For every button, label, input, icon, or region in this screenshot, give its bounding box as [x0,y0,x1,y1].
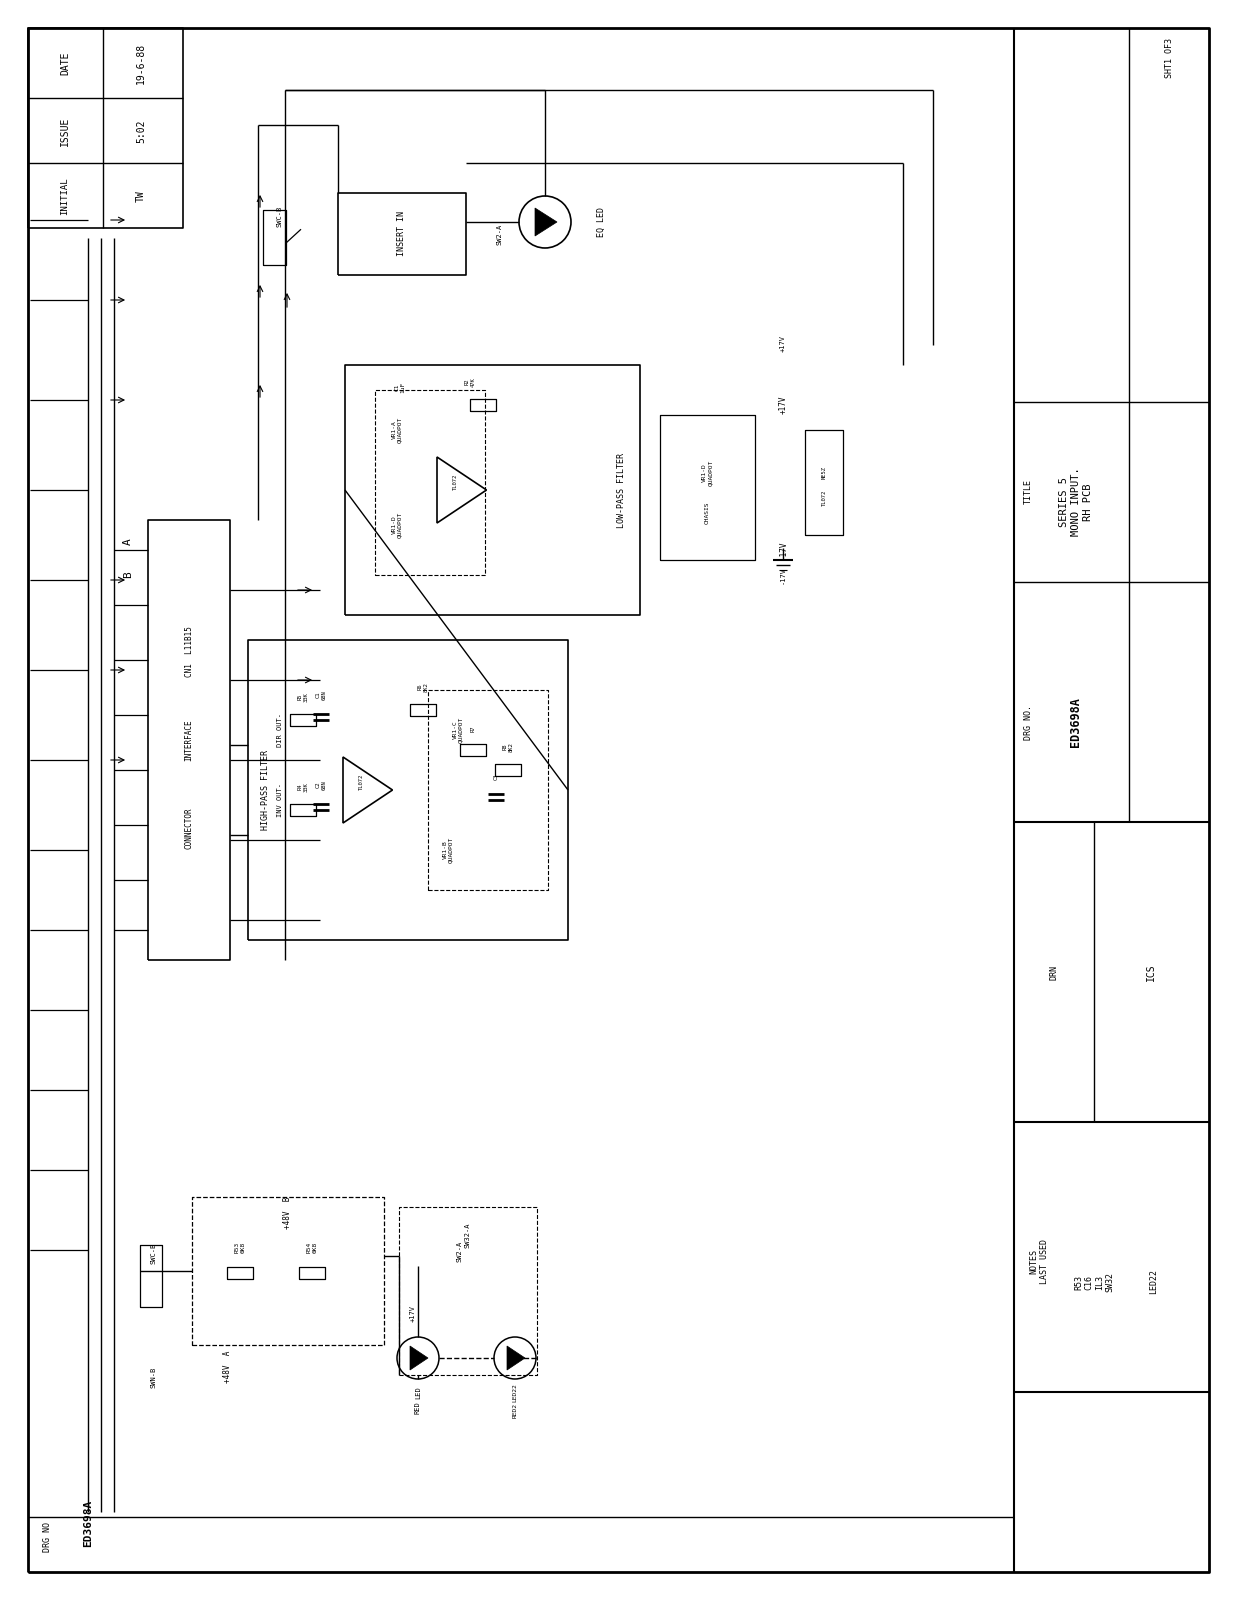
Text: CONNECTOR: CONNECTOR [184,806,193,850]
Text: DIR OUT-: DIR OUT- [277,714,283,747]
Text: INSERT IN: INSERT IN [397,211,407,256]
Text: SW2-A: SW2-A [456,1240,461,1262]
Text: RED2: RED2 [512,1403,517,1418]
Text: VR1-C
QUADPOT: VR1-C QUADPOT [453,717,464,742]
Text: -17V: -17V [781,566,785,584]
Text: DRG NO: DRG NO [43,1522,52,1552]
Text: LED22: LED22 [1149,1269,1159,1294]
Text: DRN: DRN [1049,965,1059,979]
Text: VR1-A
QUADPOT: VR1-A QUADPOT [392,418,402,443]
Text: ISSUE: ISSUE [61,117,71,146]
Text: SWC-B: SWC-B [151,1242,157,1264]
Text: SW2-A: SW2-A [497,224,503,245]
Text: RED: RED [414,1402,421,1414]
Text: LED22: LED22 [512,1384,517,1402]
Text: NOTES
LAST USED: NOTES LAST USED [1029,1240,1049,1285]
Text: SERIES 5
MONO INPUT.
RH PCB: SERIES 5 MONO INPUT. RH PCB [1059,467,1092,536]
Text: +48V  B: +48V B [283,1197,292,1229]
Polygon shape [409,1346,428,1370]
Text: ED3698A: ED3698A [83,1499,93,1547]
Text: HIGH-PASS FILTER: HIGH-PASS FILTER [261,750,271,830]
Text: TL072: TL072 [453,474,458,490]
Text: INTERFACE: INTERFACE [184,718,193,762]
Text: INITIAL: INITIAL [61,178,69,214]
Text: VR1-B
QUADPOT: VR1-B QUADPOT [443,837,454,862]
Text: R8
8K2: R8 8K2 [502,742,513,752]
Text: B: B [122,571,134,578]
Text: TL072: TL072 [821,490,826,506]
Text: CN1  L11B15: CN1 L11B15 [184,627,193,677]
Text: ICS: ICS [1145,963,1157,981]
Polygon shape [534,208,557,235]
Text: C2
68N: C2 68N [315,781,327,790]
Text: 5:02: 5:02 [136,120,146,142]
Text: A: A [122,539,134,546]
Text: C1
68N: C1 68N [315,690,327,701]
Text: R5
33K: R5 33K [298,693,308,702]
Text: DRG NO.: DRG NO. [1024,704,1033,739]
Text: R6
8K2: R6 8K2 [418,682,428,691]
Text: EQ LED: EQ LED [597,206,606,237]
Text: 19-6-88: 19-6-88 [136,43,146,83]
Text: +17V: +17V [778,395,788,414]
Text: +48V  A: +48V A [223,1350,231,1382]
Text: INV OUT-: INV OUT- [277,782,283,818]
Text: DATE: DATE [61,51,71,75]
Text: -17V: -17V [778,541,788,560]
Text: VR1-D
QUADPOT: VR1-D QUADPOT [392,512,402,538]
Text: R7: R7 [470,725,475,733]
Text: +17V: +17V [409,1304,416,1322]
Text: VR1-D
QUADPOT: VR1-D QUADPOT [703,459,713,486]
Text: SWC-B: SWC-B [277,205,283,227]
Text: R2
47K: R2 47K [465,378,475,387]
Text: C3: C3 [494,773,499,781]
Text: SHT1 OF3: SHT1 OF3 [1164,38,1174,78]
Text: R4
33K: R4 33K [298,782,308,792]
Text: R53
6K8: R53 6K8 [235,1242,245,1253]
Text: +17V: +17V [781,334,785,352]
Text: ED3698A: ED3698A [1070,698,1082,747]
Polygon shape [507,1346,524,1370]
Text: R53
C16
IL3
SW32: R53 C16 IL3 SW32 [1074,1272,1115,1293]
Text: C1
1uF: C1 1uF [395,381,406,392]
Text: TW: TW [136,190,146,202]
Text: LED: LED [414,1387,421,1400]
Text: TITLE: TITLE [1024,480,1033,504]
Text: SWN-B: SWN-B [151,1366,157,1387]
Text: NE5Z: NE5Z [821,466,826,478]
Text: R54
6K8: R54 6K8 [307,1242,318,1253]
Text: TL072: TL072 [359,774,364,790]
Text: CHASIS: CHASIS [705,501,710,523]
Text: LOW-PASS FILTER: LOW-PASS FILTER [617,453,626,528]
Text: SW32-A: SW32-A [465,1222,471,1248]
